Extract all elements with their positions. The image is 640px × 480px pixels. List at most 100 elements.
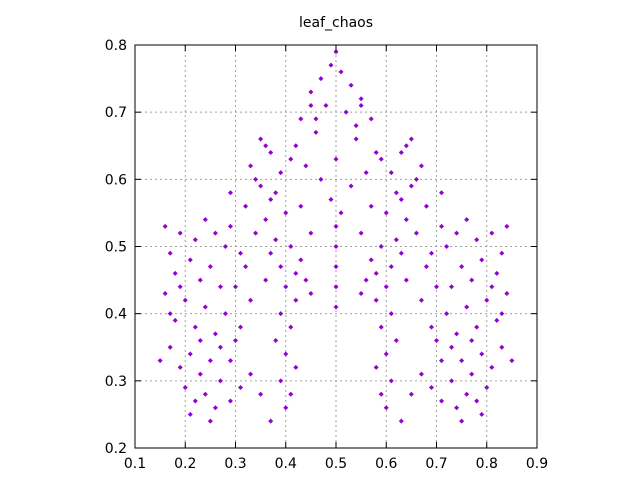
- data-point: [162, 223, 168, 229]
- data-point: [343, 109, 349, 115]
- data-point: [263, 277, 269, 283]
- data-point: [167, 344, 173, 350]
- x-tick-label: 0.8: [476, 456, 498, 472]
- data-point: [469, 277, 475, 283]
- data-point: [293, 364, 299, 370]
- data-point: [212, 331, 218, 337]
- data-point: [288, 156, 294, 162]
- data-point: [192, 398, 198, 404]
- chart-title: leaf_chaos: [299, 15, 373, 31]
- data-point: [378, 156, 384, 162]
- data-point: [439, 223, 445, 229]
- data-point: [207, 358, 213, 364]
- data-point: [258, 136, 264, 142]
- data-point: [358, 230, 364, 236]
- data-point: [439, 358, 445, 364]
- data-point: [288, 244, 294, 249]
- data-point: [162, 291, 168, 297]
- data-point: [474, 398, 480, 404]
- data-point: [474, 324, 480, 330]
- data-point: [293, 143, 299, 149]
- data-point: [293, 270, 299, 276]
- data-point: [398, 250, 404, 256]
- data-point: [368, 116, 374, 122]
- data-point: [202, 217, 208, 223]
- data-points: [157, 49, 515, 424]
- data-point: [368, 257, 374, 263]
- data-point: [192, 237, 198, 243]
- data-point: [403, 277, 409, 283]
- data-point: [333, 304, 339, 310]
- data-point: [353, 136, 359, 142]
- data-point: [373, 270, 379, 276]
- data-point: [283, 284, 289, 290]
- data-point: [212, 405, 218, 411]
- data-point: [217, 378, 223, 384]
- data-point: [238, 250, 244, 256]
- data-point: [323, 102, 329, 108]
- data-point: [428, 324, 434, 330]
- data-point: [293, 297, 299, 303]
- y-tick-label: 0.5: [105, 240, 127, 256]
- data-point: [318, 76, 324, 82]
- data-point: [373, 364, 379, 370]
- y-tick-label: 0.6: [105, 172, 127, 188]
- data-point: [248, 371, 254, 377]
- data-point: [167, 311, 173, 317]
- data-point: [202, 391, 208, 397]
- y-tick-label: 0.2: [105, 441, 127, 457]
- data-point: [273, 190, 279, 196]
- data-point: [353, 123, 359, 129]
- data-point: [504, 291, 510, 297]
- data-point: [243, 264, 249, 270]
- data-point: [303, 163, 309, 169]
- data-point: [182, 385, 188, 391]
- data-point: [358, 102, 364, 108]
- data-point: [333, 244, 339, 249]
- data-point: [469, 371, 475, 377]
- data-point: [308, 291, 314, 297]
- data-point: [413, 176, 419, 182]
- data-point: [273, 237, 279, 243]
- data-point: [278, 311, 284, 317]
- data-point: [449, 344, 455, 350]
- data-point: [388, 170, 394, 176]
- data-point: [333, 223, 339, 229]
- data-point: [217, 284, 223, 290]
- data-point: [288, 324, 294, 330]
- data-point: [298, 116, 304, 122]
- data-point: [479, 351, 485, 357]
- data-point: [504, 223, 510, 229]
- data-point: [182, 297, 188, 303]
- data-point: [308, 102, 314, 108]
- data-point: [298, 257, 304, 263]
- data-point: [258, 183, 264, 189]
- data-point: [439, 190, 445, 196]
- x-tick-label: 0.3: [224, 456, 246, 472]
- data-point: [283, 351, 289, 357]
- data-point: [187, 257, 193, 263]
- data-point: [268, 418, 274, 424]
- data-point: [248, 163, 254, 169]
- data-point: [333, 156, 339, 162]
- data-point: [489, 364, 495, 370]
- data-point: [278, 170, 284, 176]
- data-point: [383, 210, 389, 216]
- x-tick-label: 0.5: [325, 456, 347, 472]
- data-point: [469, 338, 475, 344]
- y-tick-label: 0.4: [105, 307, 127, 323]
- data-point: [474, 237, 480, 243]
- data-point: [494, 317, 500, 323]
- data-point: [363, 277, 369, 283]
- data-point: [423, 264, 429, 270]
- data-point: [278, 264, 284, 270]
- data-point: [408, 391, 414, 397]
- data-point: [268, 250, 274, 256]
- data-point: [388, 378, 394, 384]
- data-point: [388, 311, 394, 317]
- data-point: [283, 405, 289, 411]
- data-point: [187, 411, 193, 417]
- data-point: [418, 371, 424, 377]
- data-point: [444, 311, 450, 317]
- x-tick-label: 0.4: [275, 456, 297, 472]
